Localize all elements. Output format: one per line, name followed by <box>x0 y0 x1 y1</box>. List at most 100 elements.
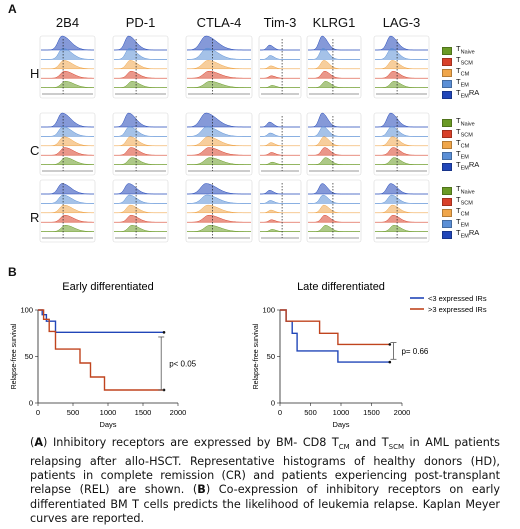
legend-label: TCM <box>456 206 470 218</box>
x-tick-label: 1000 <box>333 408 350 417</box>
histogram-cell <box>112 179 169 243</box>
legend-label: TEM <box>456 149 469 161</box>
x-tick-label: 500 <box>304 408 317 417</box>
legend-swatch <box>442 198 452 206</box>
column-header-tim-3: Tim-3 <box>263 15 297 30</box>
legend-swatch <box>442 220 452 228</box>
histogram-cell <box>39 35 96 99</box>
x-tick-label: 1500 <box>135 408 152 417</box>
legend-item: TEMRA <box>442 160 512 172</box>
legend-item: TNaive <box>442 116 512 128</box>
histogram-cell <box>258 179 302 243</box>
legend-swatch <box>442 141 452 149</box>
legend-item: TCM <box>442 66 512 78</box>
x-tick-label: 1000 <box>100 408 117 417</box>
legend-swatch <box>442 231 452 239</box>
x-axis-label: Days <box>99 420 116 429</box>
y-tick-label: 50 <box>267 352 275 361</box>
legend-label: TNaive <box>456 184 475 196</box>
subset-legend-rel: TNaive TSCM TCM TEM TEMRA <box>442 184 512 241</box>
legend-label: TNaive <box>456 116 475 128</box>
histogram-cell <box>185 179 253 243</box>
legend-swatch <box>442 130 452 138</box>
legend-item: TEM <box>442 217 512 229</box>
legend-item: TNaive <box>442 44 512 56</box>
km-chart-1: Early differentiated 0 500 1000 1500 2000 0 50 1… <box>11 281 197 429</box>
legend-swatch <box>442 152 452 160</box>
legend-swatch <box>442 69 452 77</box>
legend-item: TCM <box>442 138 512 150</box>
subset-legend-hd: TNaive TSCM TCM TEM TEMRA <box>442 44 512 101</box>
chart-title: Early differentiated <box>62 281 154 293</box>
legend-item: TSCM <box>442 55 512 67</box>
legend-label: TEMRA <box>456 228 480 240</box>
y-tick-label: 100 <box>262 306 275 315</box>
km-series-line <box>280 309 390 346</box>
histogram-cell <box>39 112 96 176</box>
histogram-cell <box>185 112 253 176</box>
legend-label: TCM <box>456 66 470 78</box>
censor-mark <box>162 331 166 334</box>
legend-label: TSCM <box>456 195 473 207</box>
legend-label: TSCM <box>456 55 473 67</box>
histogram-cell <box>306 179 362 243</box>
legend-label: TEM <box>456 77 469 89</box>
figure-caption: (A) Inhibitory receptors are expressed b… <box>30 436 500 526</box>
legend-label: TSCM <box>456 127 473 139</box>
histogram-cell <box>373 112 430 176</box>
histogram-cell <box>373 179 430 243</box>
x-axis-label: Days <box>332 420 349 429</box>
y-axis-label: Relapse-free survival <box>253 323 260 389</box>
legend-item: TEM <box>442 149 512 161</box>
p-value-label: p< 0.05 <box>169 359 196 368</box>
histogram-cell <box>373 35 430 99</box>
histogram-cell <box>112 35 169 99</box>
km-series-line <box>38 309 164 391</box>
column-header-pd-1: PD-1 <box>125 15 156 30</box>
chart-title: Late differentiated <box>297 281 385 293</box>
y-tick-label: 50 <box>25 352 33 361</box>
histogram-cell <box>306 112 362 176</box>
y-tick-label: 0 <box>29 399 33 408</box>
survival-legend: <3 expressed IRs >3 expressed IRs <box>410 294 487 314</box>
x-tick-label: 2000 <box>170 408 187 417</box>
km-series-line <box>280 309 390 363</box>
legend-item: TSCM <box>442 127 512 139</box>
histogram-cell <box>112 112 169 176</box>
legend-label: >3 expressed IRs <box>428 305 487 314</box>
legend-item: TNaive <box>442 184 512 196</box>
legend-swatch <box>442 119 452 127</box>
x-tick-label: 0 <box>278 408 282 417</box>
histogram-cell <box>39 179 96 243</box>
column-header-klrg1: KLRG1 <box>312 15 356 30</box>
km-chart-2: Late differentiated 0 500 1000 1500 2000 0 50 10… <box>253 281 429 429</box>
column-header-2b4: 2B4 <box>55 15 80 30</box>
legend-swatch <box>442 209 452 217</box>
histogram-cell <box>258 112 302 176</box>
y-axis-label: Relapse-free survival <box>11 323 18 389</box>
legend-label: TEMRA <box>456 88 480 100</box>
x-tick-label: 0 <box>36 408 40 417</box>
legend-swatch <box>442 91 452 99</box>
column-header-lag-3: LAG-3 <box>382 15 421 30</box>
legend-label: TNaive <box>456 44 475 56</box>
legend-swatch <box>442 80 452 88</box>
legend-label: TEMRA <box>456 160 480 172</box>
p-value-label: p= 0.66 <box>401 347 428 356</box>
legend-item: TEM <box>442 77 512 89</box>
x-tick-label: 1500 <box>363 408 380 417</box>
legend-swatch <box>442 47 452 55</box>
panel-a-label: A <box>8 2 17 16</box>
subset-legend-cr: TNaive TSCM TCM TEM TEMRA <box>442 116 512 173</box>
histogram-grid <box>39 35 430 243</box>
column-header-ctla-4: CTLA-4 <box>196 15 242 30</box>
legend-item: TCM <box>442 206 512 218</box>
legend-swatch <box>442 163 452 171</box>
y-tick-label: 100 <box>20 306 33 315</box>
legend-item: TSCM <box>442 195 512 207</box>
km-series-line <box>38 309 164 333</box>
x-tick-label: 2000 <box>394 408 411 417</box>
legend-item: TEMRA <box>442 88 512 100</box>
histogram-cell <box>185 35 253 99</box>
